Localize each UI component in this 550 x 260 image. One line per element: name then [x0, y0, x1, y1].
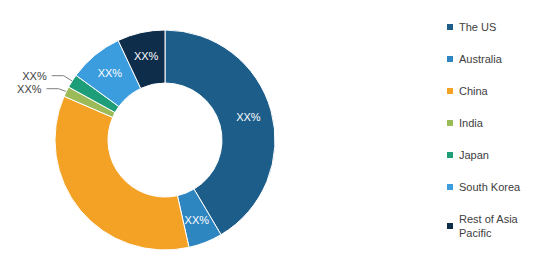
- svg-text:Japan: Japan: [459, 149, 489, 161]
- svg-text:Rest of Asia: Rest of Asia: [459, 213, 521, 225]
- svg-text:Pacific: Pacific: [459, 227, 492, 239]
- svg-text:XX%: XX%: [17, 83, 42, 95]
- svg-text:The US: The US: [459, 21, 496, 33]
- svg-text:China: China: [459, 85, 489, 97]
- svg-text:XX%: XX%: [98, 67, 123, 79]
- svg-text:Australia: Australia: [459, 53, 503, 65]
- svg-text:XX%: XX%: [236, 111, 261, 123]
- svg-text:South Korea: South Korea: [459, 181, 521, 193]
- svg-text:XX%: XX%: [185, 214, 210, 226]
- svg-text:India: India: [459, 117, 484, 129]
- svg-text:XX%: XX%: [22, 70, 47, 82]
- svg-text:XX%: XX%: [134, 50, 159, 62]
